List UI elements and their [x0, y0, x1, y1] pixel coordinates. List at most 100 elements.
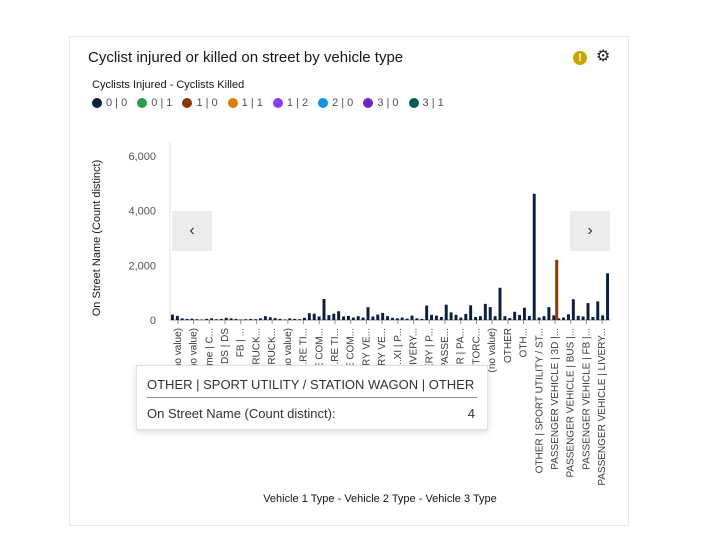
- legend-label: 3 | 1: [422, 97, 444, 109]
- x-tick-label: PASSENGER VEHICLE | 3D |...: [550, 328, 561, 470]
- bar: [430, 314, 434, 320]
- warning-icon[interactable]: !: [573, 51, 587, 65]
- legend-label: 3 | 0: [377, 97, 399, 109]
- legend-item[interactable]: 2 | 0: [318, 97, 353, 109]
- next-page-button[interactable]: ›: [570, 211, 610, 251]
- bar: [273, 318, 277, 320]
- tooltip-value: 4: [467, 406, 475, 421]
- bar: [454, 314, 458, 320]
- x-tick-label: OTHER: [503, 328, 514, 363]
- bar: [234, 318, 238, 320]
- bar: [522, 307, 526, 320]
- bar: [283, 319, 287, 320]
- x-tick-label: (no value): [283, 328, 294, 372]
- bar: [537, 317, 541, 320]
- bar: [478, 316, 482, 320]
- legend-item[interactable]: 3 | 1: [408, 97, 444, 109]
- x-tick-label: (no value): [189, 328, 200, 372]
- y-axis-label: On Street Name (Count distinct): [91, 160, 103, 317]
- bar: [576, 315, 580, 320]
- bar: [542, 316, 546, 320]
- x-tick-label: OTH...: [519, 328, 530, 357]
- bar: [420, 318, 424, 320]
- bar: [190, 318, 194, 320]
- x-tick-label: PASSENGER VEHICLE | FB |...: [581, 328, 592, 470]
- bar: [219, 318, 223, 320]
- bar: [518, 315, 522, 320]
- tooltip-divider: [147, 397, 477, 398]
- legend-swatch: [137, 98, 148, 108]
- legend-item[interactable]: 0 | 0: [92, 97, 127, 109]
- legend-swatch: [363, 98, 374, 108]
- x-tick-label: MD | PASSE...: [440, 328, 451, 393]
- bar: [508, 318, 512, 320]
- x-tick-label: ...XI | P...: [393, 328, 404, 368]
- bar: [386, 316, 390, 320]
- bar: [180, 318, 184, 320]
- legend-item[interactable]: 0 | 1: [137, 97, 172, 109]
- bar: [332, 313, 336, 320]
- bar: [395, 318, 399, 320]
- bar: [307, 313, 311, 320]
- legend-title: Cyclists Injured - Cyclists Killed: [92, 79, 245, 91]
- x-tick-label: ...RY VE...: [361, 328, 372, 374]
- bar: [596, 301, 600, 320]
- x-tick-label: ...DS | DS: [220, 328, 231, 373]
- x-tick-label: LARGE COM...: [314, 328, 325, 396]
- legend-swatch: [227, 98, 238, 108]
- legend-item[interactable]: 1 | 2: [272, 97, 308, 109]
- bar: [493, 316, 497, 320]
- bar: [439, 316, 443, 320]
- bar: [327, 315, 331, 320]
- legend-label: 1 | 0: [196, 97, 218, 109]
- x-tick-label: MOTORC...: [471, 328, 482, 381]
- previous-page-button[interactable]: ‹: [172, 211, 212, 251]
- bar: [175, 315, 179, 320]
- bar: [503, 316, 507, 320]
- bar: [434, 315, 438, 320]
- bar: [254, 319, 258, 320]
- bar: [513, 311, 517, 320]
- bar: [185, 318, 189, 320]
- bar: [483, 303, 487, 320]
- bar: [566, 314, 570, 320]
- x-tick-label: FB | ...: [236, 328, 247, 357]
- y-tick-label: 2,000: [128, 260, 156, 272]
- bar: [268, 317, 272, 320]
- settings-icon[interactable]: ⚙: [596, 48, 611, 65]
- x-tick-label: (no value): [173, 328, 184, 372]
- legend-swatch: [182, 98, 193, 108]
- bar: [200, 319, 204, 320]
- bar: [342, 316, 346, 320]
- bar: [381, 312, 385, 320]
- bar: [317, 316, 321, 320]
- bar: [405, 318, 409, 320]
- bar: [366, 307, 370, 320]
- bar: [488, 307, 492, 320]
- legend-swatch: [272, 98, 283, 108]
- bar: [224, 317, 228, 320]
- bar: [356, 316, 360, 320]
- legend-item[interactable]: 1 | 0: [182, 97, 218, 109]
- y-tick-label: 0: [150, 315, 156, 327]
- bar: [205, 318, 209, 320]
- bar: [464, 313, 468, 320]
- x-tick-label: Comme | C...: [204, 328, 215, 387]
- legend-swatch: [318, 98, 329, 108]
- bar: [459, 317, 463, 320]
- x-tick-label: FIRE TRUCK...: [251, 328, 262, 396]
- legend-item[interactable]: 1 | 1: [227, 97, 263, 109]
- x-tick-label: LARGE COM...: [346, 328, 357, 396]
- bar: [547, 307, 551, 320]
- y-tick-label: 4,000: [128, 206, 156, 218]
- bar: [195, 319, 199, 320]
- bar: [210, 318, 214, 320]
- x-tick-label: ...LIVERY | P...: [424, 328, 435, 393]
- bar: [581, 316, 585, 320]
- tooltip-header: OTHER | SPORT UTILITY / STATION WAGON | …: [147, 377, 475, 392]
- bar: [410, 315, 414, 320]
- tooltip: OTHER | SPORT UTILITY / STATION WAGON | …: [136, 365, 488, 430]
- bar: [562, 317, 566, 320]
- legend-item[interactable]: 3 | 0: [363, 97, 399, 109]
- legend-label: 2 | 0: [332, 97, 354, 109]
